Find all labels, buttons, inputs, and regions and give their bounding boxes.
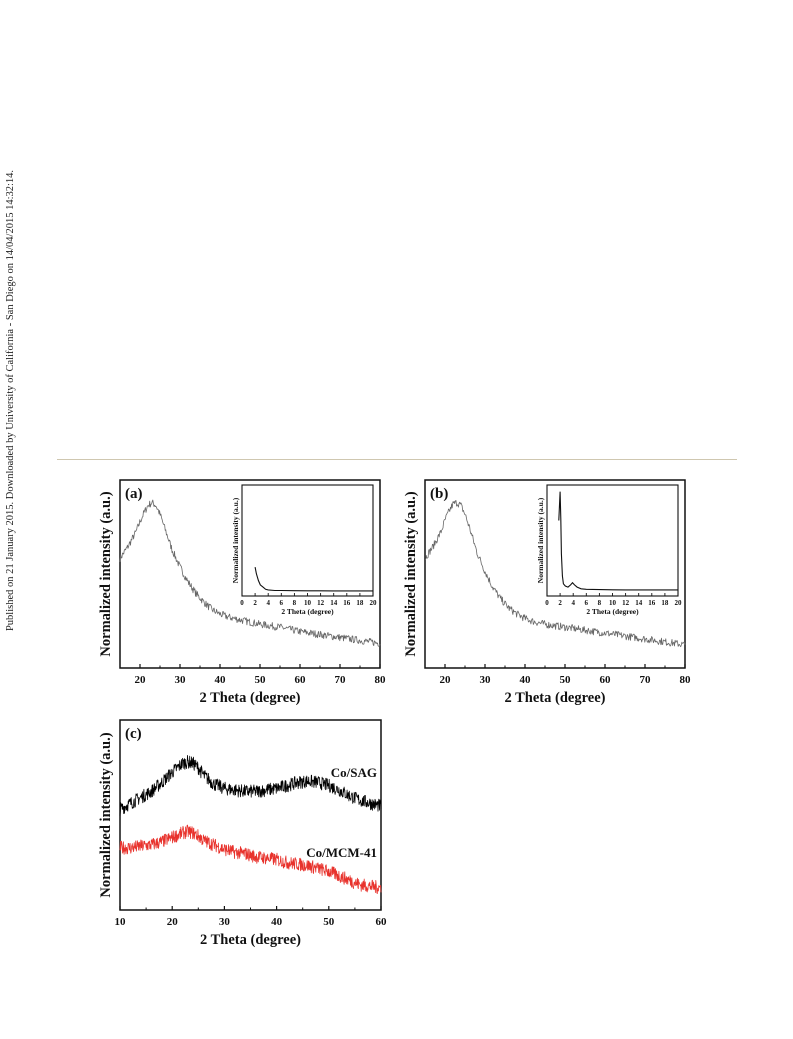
x-tick-label: 20 <box>440 674 452 686</box>
inset-x-tick-label: 14 <box>635 599 643 607</box>
publication-note: Published on 21 January 2015. Downloaded… <box>1 160 21 640</box>
inset-y-axis-label: Normalized intensity (a.u.) <box>231 497 240 583</box>
inset-x-tick-label: 10 <box>304 599 312 607</box>
x-tick-label: 70 <box>335 674 347 686</box>
inset-x-tick-label: 20 <box>370 599 378 607</box>
inset-x-tick-label: 8 <box>598 599 602 607</box>
inset-x-tick-label: 4 <box>571 599 575 607</box>
x-tick-label: 50 <box>255 674 267 686</box>
inset-x-tick-label: 12 <box>622 599 630 607</box>
chart-panel-c: 10 20 30 40 50 60 2 Theta (degree) Normalized i… <box>98 719 388 948</box>
publication-note-text: Published on 21 January 2015. Downloaded… <box>5 169 17 631</box>
series-label: Co/MCM-41 <box>306 845 377 860</box>
x-tick-label: 40 <box>520 674 532 686</box>
x-tick-label: 80 <box>375 674 387 686</box>
inset-x-tick-label: 14 <box>330 599 338 607</box>
x-tick-label: 50 <box>323 916 335 928</box>
inset-x-tick-label: 6 <box>585 599 589 607</box>
inset-x-tick-label: 10 <box>609 599 617 607</box>
plot-frame <box>424 479 686 669</box>
x-tick-label: 20 <box>135 674 147 686</box>
x-tick-label: 80 <box>680 674 692 686</box>
x-tick-label: 60 <box>600 674 612 686</box>
x-tick-label: 40 <box>215 674 227 686</box>
panel-label: (a) <box>125 486 143 502</box>
x-tick-label: 50 <box>560 674 572 686</box>
x-axis-label: 2 Theta (degree) <box>200 932 301 948</box>
inset-x-tick-label: 0 <box>545 599 549 607</box>
inset-series-line-0 <box>254 566 373 592</box>
inset-x-tick-label: 18 <box>661 599 669 607</box>
x-tick-label: 20 <box>167 916 179 928</box>
inset-frame <box>241 484 374 597</box>
x-tick-label: 60 <box>376 916 388 928</box>
inset-x-tick-label: 12 <box>317 599 325 607</box>
y-axis-label: Normalized intensity (a.u.) <box>98 732 114 897</box>
inset-x-tick-label: 4 <box>266 599 270 607</box>
series-line-0 <box>119 755 382 816</box>
x-tick-label: 10 <box>115 916 127 928</box>
x-tick-label: 30 <box>219 916 231 928</box>
inset-frame <box>546 484 679 597</box>
x-tick-label: 40 <box>271 916 283 928</box>
x-tick-label: 30 <box>480 674 492 686</box>
inset-x-tick-label: 0 <box>240 599 244 607</box>
series-line-0 <box>424 500 686 648</box>
x-tick-label: 30 <box>175 674 187 686</box>
chart-panel-a: 20 30 40 50 60 70 802 Theta (degree)Normalized… <box>98 479 387 706</box>
inset-series-line-0 <box>558 491 678 591</box>
inset-x-tick-label: 2 <box>558 599 562 607</box>
chart-panel-b: 20 30 40 50 60 70 802 Theta (degree)Normalized… <box>403 479 692 706</box>
inset-x-tick-label: 2 <box>253 599 257 607</box>
inset-x-tick-label: 6 <box>280 599 284 607</box>
y-axis-label: Normalized intensity (a.u.) <box>98 491 114 656</box>
x-tick-label: 60 <box>295 674 307 686</box>
inset-x-tick-label: 18 <box>356 599 364 607</box>
x-axis-label: 2 Theta (degree) <box>505 690 606 706</box>
x-axis-label: 2 Theta (degree) <box>200 690 301 706</box>
inset-x-tick-label: 20 <box>675 599 683 607</box>
series-line-0 <box>119 499 381 647</box>
page-divider <box>57 459 737 460</box>
panel-label: (b) <box>430 486 448 502</box>
plot-frame <box>119 479 381 669</box>
inset-x-tick-label: 16 <box>343 599 351 607</box>
series-label: Co/SAG <box>331 765 377 780</box>
series-line-1 <box>119 824 382 894</box>
inset-y-axis-label: Normalized intensity (a.u.) <box>536 497 545 583</box>
inset-x-axis-label: 2 Theta (degree) <box>586 607 639 616</box>
inset-x-axis-label: 2 Theta (degree) <box>281 607 334 616</box>
panel-label: (c) <box>125 726 142 742</box>
inset-x-tick-label: 16 <box>648 599 656 607</box>
y-axis-label: Normalized intensity (a.u.) <box>403 491 419 656</box>
x-tick-label: 70 <box>640 674 652 686</box>
inset-x-tick-label: 8 <box>293 599 297 607</box>
